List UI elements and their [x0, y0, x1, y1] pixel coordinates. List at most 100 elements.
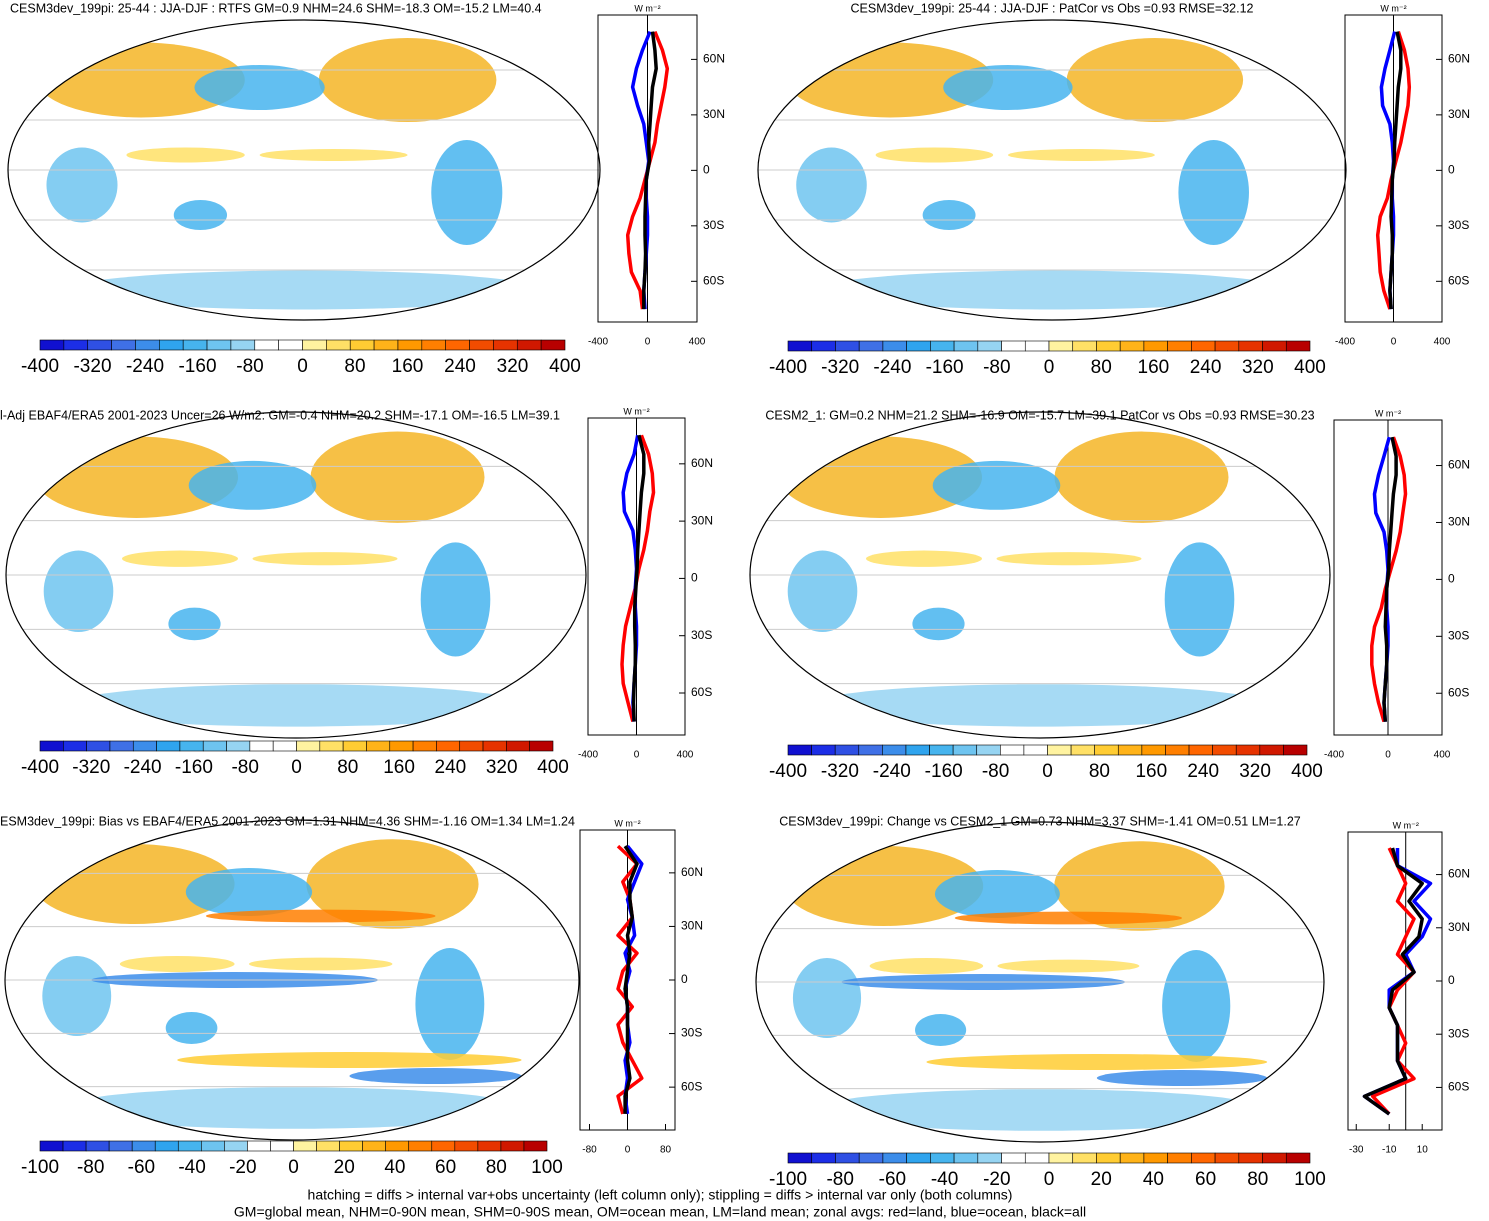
x-tick-label: 0: [1385, 750, 1391, 761]
colorbar-box: [39, 1140, 64, 1152]
colorbar-label: 400: [1291, 761, 1323, 782]
colorbar-box: [397, 339, 423, 351]
colorbar-label: 240: [435, 757, 467, 778]
colorbar-box: [108, 1140, 133, 1152]
colorbar-label: -60: [879, 1169, 906, 1190]
colorbar-box: [1283, 744, 1308, 756]
colorbar-label: -320: [72, 757, 110, 778]
colorbar-label: -80: [231, 757, 258, 778]
map-field: [922, 200, 976, 230]
colorbar-label: 80: [344, 356, 365, 377]
colorbar-box: [86, 740, 111, 752]
colorbar-box: [523, 1140, 548, 1152]
map-field: [62, 1087, 522, 1129]
colorbar-label: 0: [1044, 357, 1055, 378]
map-field: [126, 147, 245, 163]
map-field: [248, 957, 393, 971]
y-tick-label: 0: [681, 972, 688, 986]
colorbar-box: [63, 339, 89, 351]
colorbar-label: 40: [1143, 1169, 1164, 1190]
colorbar-label: -320: [821, 761, 859, 782]
colorbar-label: 320: [486, 757, 518, 778]
colorbar-box: [1238, 1152, 1263, 1164]
colorbar-box: [1048, 1152, 1074, 1164]
x-tick-label: 0: [1391, 337, 1397, 348]
colorbar-box: [431, 1140, 456, 1152]
colorbar-box: [905, 744, 930, 756]
colorbar-box: [111, 339, 136, 351]
colorbar-box: [811, 1152, 836, 1164]
map-field: [1162, 950, 1231, 1062]
colorbar-box: [787, 340, 813, 352]
colorbar-box: [1024, 340, 1050, 352]
map-outline: [749, 411, 1331, 739]
map-field: [1066, 38, 1244, 122]
map-field: [875, 147, 994, 163]
colorbar-box: [412, 740, 437, 752]
x-tick-label: 400: [689, 337, 706, 348]
colorbar-box: [182, 339, 208, 351]
colorbar-label: 400: [537, 757, 569, 778]
colorbar-box: [39, 740, 64, 752]
colorbar-label: -160: [926, 357, 964, 378]
x-tick-label: 400: [1434, 750, 1451, 761]
colorbar-box: [529, 740, 554, 752]
map-field: [194, 65, 325, 110]
map: [750, 412, 1330, 738]
map-field: [43, 550, 114, 633]
y-tick-label: 0: [1448, 973, 1455, 987]
colorbar-box: [1191, 340, 1216, 352]
map-outline: [7, 19, 601, 321]
colorbar-box: [272, 740, 297, 752]
colorbar-label: 0: [291, 757, 302, 778]
colorbar-box: [1072, 1152, 1097, 1164]
colorbar-box: [835, 340, 860, 352]
colorbar-box: [930, 1152, 955, 1164]
map-field: [787, 550, 858, 633]
colorbar-box: [977, 1152, 1002, 1164]
colorbar-label: 100: [531, 1157, 563, 1178]
map-field: [926, 1054, 1268, 1070]
map: [758, 20, 1346, 320]
colorbar-box: [278, 339, 303, 351]
colorbar-box: [135, 339, 160, 351]
colorbar-label: -100: [769, 1169, 807, 1190]
colorbar-label: 400: [549, 356, 581, 377]
colorbar-box: [882, 340, 907, 352]
colorbar-box: [62, 1140, 87, 1152]
colorbar-label: 320: [1239, 761, 1271, 782]
x-tick-label: 80: [660, 1145, 672, 1156]
y-tick-label: 60N: [1448, 458, 1470, 472]
colorbar-box: [389, 740, 414, 752]
colorbar-box: [87, 339, 112, 351]
zonal-line: [616, 844, 644, 1115]
map-field: [259, 149, 408, 161]
colorbar-box: [373, 339, 399, 351]
map: [756, 822, 1324, 1142]
colorbar-box: [362, 1140, 386, 1152]
colorbar-label: -400: [769, 357, 807, 378]
colorbar-box: [858, 340, 884, 352]
map-field: [1054, 841, 1225, 931]
profile-unit: W m⁻²: [623, 406, 649, 416]
x-tick-label: -400: [1324, 750, 1344, 761]
colorbar-label: 80: [1091, 357, 1112, 378]
colorbar-box: [156, 740, 181, 752]
colorbar-box: [293, 1140, 317, 1152]
profile-unit: W m⁻²: [1393, 820, 1419, 830]
map-field: [792, 958, 862, 1038]
x-tick-label: -400: [578, 750, 598, 761]
panel-title: CESM3dev_199pi: 25-44 : JJA-DJF : PatCor…: [851, 1, 1254, 15]
colorbar-box: [882, 744, 907, 756]
colorbar-label: 20: [1091, 1169, 1112, 1190]
profile-unit: W m⁻²: [1380, 3, 1406, 13]
colorbar-box: [1191, 1152, 1216, 1164]
colorbar-label: 0: [288, 1157, 299, 1178]
colorbar-label: 40: [384, 1157, 405, 1178]
colorbar-label: -240: [124, 757, 162, 778]
colorbar-box: [1001, 1152, 1026, 1164]
colorbar-label: -160: [925, 761, 963, 782]
y-tick-label: 30N: [1448, 920, 1470, 934]
map-field: [349, 1068, 522, 1084]
colorbar-box: [159, 339, 184, 351]
